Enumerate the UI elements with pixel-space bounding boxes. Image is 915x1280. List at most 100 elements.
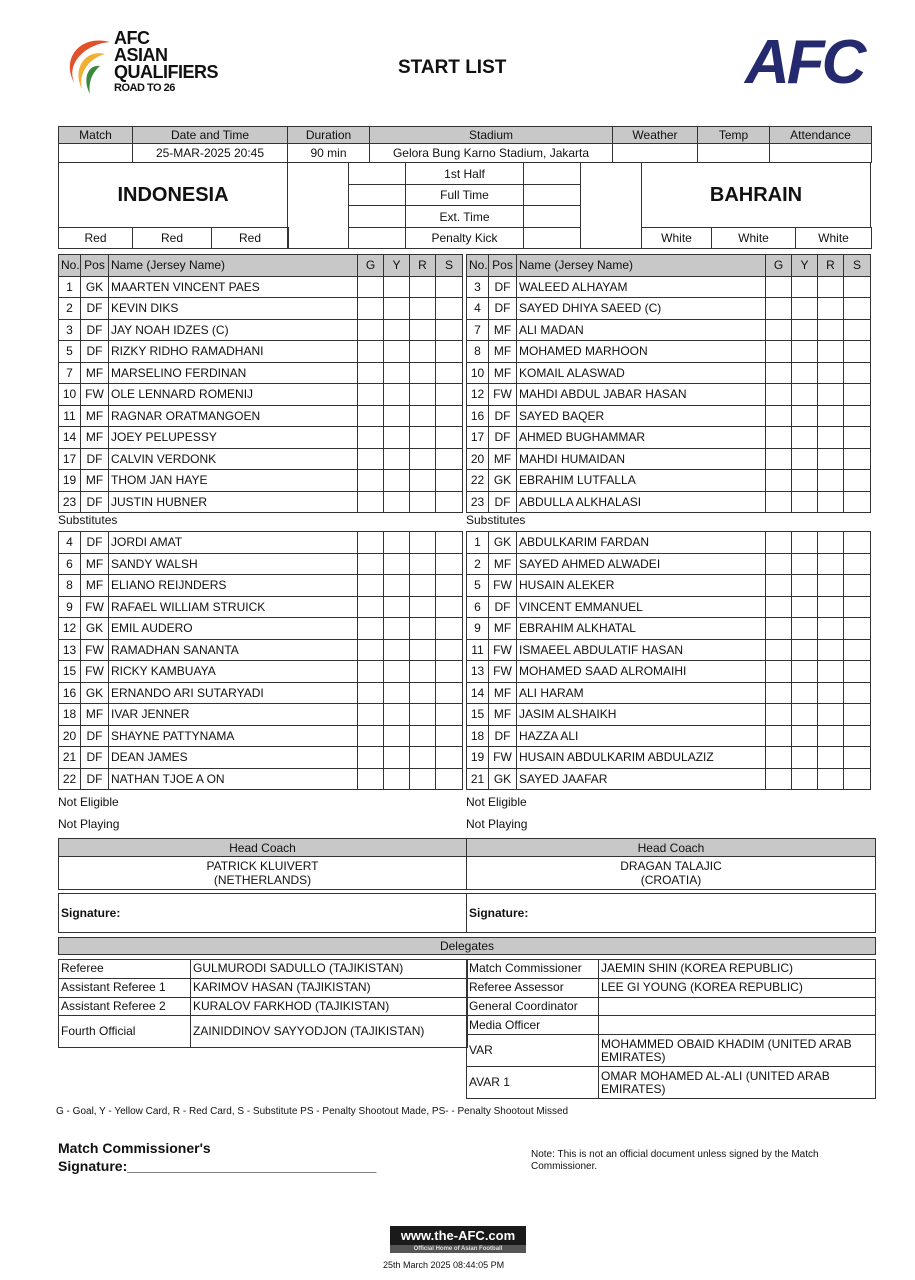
player-row: 8 MF MOHAMED MARHOON (466, 340, 871, 363)
player-position: MF (80, 469, 109, 492)
player-row: 6 DF VINCENT EMMANUEL (466, 595, 871, 618)
column-header: R (409, 254, 436, 277)
delegates-header: Delegates (58, 937, 876, 955)
player-red-cell (409, 531, 436, 554)
player-sub-cell (435, 552, 463, 575)
player-red-cell (817, 447, 844, 470)
away-substitutes-label: Substitutes (466, 513, 526, 527)
player-sub-cell (435, 531, 463, 554)
player-goal-cell (765, 447, 792, 470)
column-header: Y (791, 254, 818, 277)
player-sub-cell (843, 595, 871, 618)
player-sub-cell (435, 318, 463, 341)
player-goal-cell (357, 340, 384, 363)
player-goal-cell (357, 447, 384, 470)
away-coach-country: (CROATIA) (640, 873, 702, 887)
away-kit-color: White (795, 227, 872, 249)
player-goal-cell (357, 383, 384, 406)
away-coach: DRAGAN TALAJIC (CROATIA) (466, 856, 876, 890)
home-period-score (348, 184, 406, 206)
player-red-cell (817, 681, 844, 704)
player-number: 12 (466, 383, 489, 406)
official-name: LEE GI YOUNG (KOREA REPUBLIC) (598, 977, 876, 998)
player-number: 9 (58, 595, 81, 618)
official-row: Referee GULMURODI SADULLO (TAJIKISTAN) (58, 959, 468, 979)
player-row: 14 MF ALI HARAM (466, 681, 871, 704)
player-goal-cell (765, 595, 792, 618)
player-sub-cell (435, 426, 463, 449)
player-number: 4 (58, 531, 81, 554)
commissioner-signature-line[interactable]: Signature:______________________________… (58, 1158, 377, 1174)
player-number: 10 (466, 361, 489, 384)
print-timestamp: 25th March 2025 08:44:05 PM (383, 1260, 505, 1270)
player-name: JUSTIN HUBNER (108, 490, 358, 513)
player-row: 15 FW RICKY KAMBUAYA (58, 660, 463, 683)
player-position: DF (488, 426, 517, 449)
player-red-cell (817, 703, 844, 726)
player-goal-cell (765, 746, 792, 769)
player-goal-cell (765, 552, 792, 575)
player-goal-cell (357, 426, 384, 449)
player-sub-cell (435, 469, 463, 492)
player-red-cell (817, 638, 844, 661)
player-goal-cell (357, 361, 384, 384)
official-row: Fourth Official ZAINIDDINOV SAYYODJON (TA… (58, 1015, 468, 1049)
afc-asian-qualifiers-logo: AFC ASIAN QUALIFIERS ROAD TO 26 (60, 29, 260, 110)
player-table: No. Pos Name (Jersey Name) G Y R S 3 DF WALEED AL… (466, 254, 871, 513)
away-kit-color: White (711, 227, 796, 249)
official-name: OMAR MOHAMED AL-ALI (UNITED ARAB EMIRATE… (598, 1066, 876, 1100)
player-row: 5 DF RIZKY RIDHO RAMADHANI (58, 340, 463, 363)
player-row: 23 DF JUSTIN HUBNER (58, 490, 463, 513)
official-name (598, 996, 876, 1017)
away-signature-field[interactable]: Signature: (466, 893, 876, 933)
player-goal-cell (357, 746, 384, 769)
player-position: MF (80, 574, 109, 597)
player-red-cell (817, 340, 844, 363)
official-name: JAEMIN SHIN (KOREA REPUBLIC) (598, 959, 876, 979)
player-yellow-cell (791, 703, 818, 726)
player-red-cell (409, 426, 436, 449)
player-number: 5 (58, 340, 81, 363)
player-goal-cell (357, 531, 384, 554)
player-name: ISMAEEL ABDULATIF HASAN (516, 638, 766, 661)
player-goal-cell (765, 404, 792, 427)
player-row: 2 MF SAYED AHMED ALWADEI (466, 552, 871, 575)
player-row: 21 GK SAYED JAAFAR (466, 767, 871, 790)
player-row: 7 MF MARSELINO FERDINAN (58, 361, 463, 384)
home-signature-field[interactable]: Signature: (58, 893, 467, 933)
site-url[interactable]: www.the-AFC.com (390, 1226, 526, 1245)
player-position: DF (488, 595, 517, 618)
away-not-eligible: Not Eligible (466, 795, 527, 809)
player-number: 13 (58, 638, 81, 661)
player-number: 19 (466, 746, 489, 769)
player-yellow-cell (383, 275, 410, 298)
player-red-cell (817, 490, 844, 513)
player-red-cell (817, 531, 844, 554)
player-name: ABDULLA ALKHALASI (516, 490, 766, 513)
player-yellow-cell (383, 404, 410, 427)
player-name: AHMED BUGHAMMAR (516, 426, 766, 449)
official-role: Referee Assessor (466, 977, 599, 998)
player-row: 13 FW RAMADHAN SANANTA (58, 638, 463, 661)
away-coach-header: Head Coach (466, 838, 876, 857)
player-yellow-cell (383, 318, 410, 341)
player-position: FW (488, 574, 517, 597)
player-row: 20 DF SHAYNE PATTYNAMA (58, 724, 463, 747)
player-sub-cell (843, 361, 871, 384)
player-row: 7 MF ALI MADAN (466, 318, 871, 341)
player-number: 12 (58, 617, 81, 640)
player-number: 14 (466, 681, 489, 704)
player-position: DF (80, 490, 109, 513)
player-goal-cell (765, 490, 792, 513)
player-goal-cell (765, 617, 792, 640)
column-header: Pos (488, 254, 517, 277)
official-role: General Coordinator (466, 996, 599, 1017)
player-number: 6 (466, 595, 489, 618)
player-number: 8 (58, 574, 81, 597)
player-position: MF (488, 681, 517, 704)
player-sub-cell (843, 638, 871, 661)
home-kit-color: Red (211, 227, 289, 249)
player-number: 22 (58, 767, 81, 790)
official-row: AVAR 1 OMAR MOHAMED AL-ALI (UNITED ARAB E… (466, 1066, 876, 1100)
player-position: FW (80, 595, 109, 618)
